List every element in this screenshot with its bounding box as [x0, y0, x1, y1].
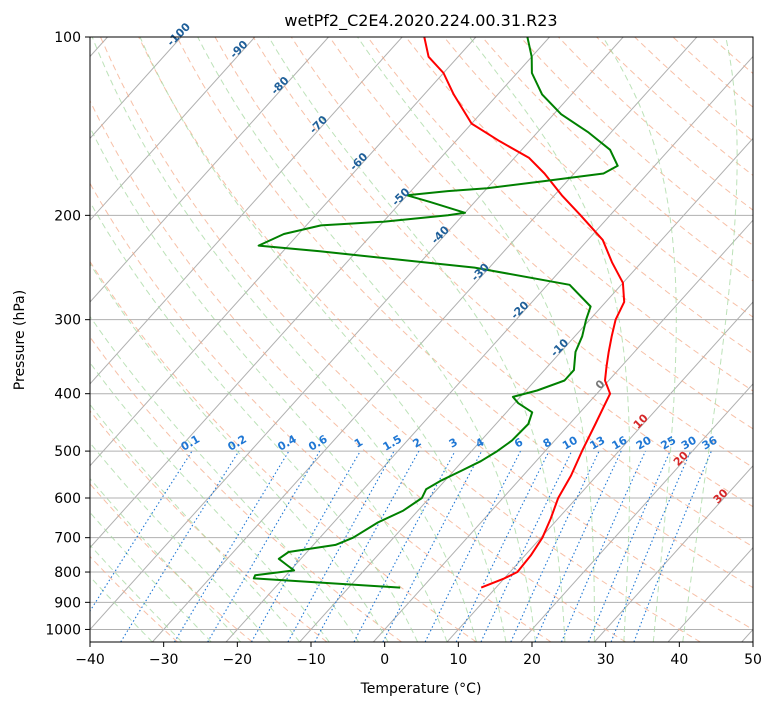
isotherm-gridline: [520, 383, 753, 642]
y-tick-label: 500: [54, 444, 81, 460]
dry-adiabat: [90, 410, 328, 642]
x-tick-label: 30: [597, 652, 615, 668]
mixing-ratio-line: [287, 450, 395, 642]
moist-adiabat: [90, 126, 448, 642]
dry-adiabat: [90, 555, 178, 642]
isotherm-gridline: [90, 37, 477, 467]
y-tick-label: 900: [54, 595, 81, 611]
moist-adiabat: [90, 403, 301, 642]
y-tick-label: 600: [54, 491, 81, 507]
isotherm-gridline: [90, 37, 256, 221]
x-tick-label: −40: [75, 652, 105, 668]
moist-adiabat: [90, 262, 389, 642]
dry-adiabat: [443, 37, 753, 318]
y-tick-label: 200: [54, 208, 81, 224]
isotherm-gridline: [90, 37, 403, 385]
axes: −40 −30 −20 −10 0 10 20 30 40 50 100 200 300 400 500 60…: [45, 30, 762, 668]
moist-adiabat: [268, 37, 566, 642]
moist-adiabat: [197, 37, 536, 642]
mixing-ratio-line: [534, 450, 622, 642]
x-tick-label: 0: [380, 652, 389, 668]
x-tick-label: 10: [449, 652, 467, 668]
dry-adiabat: [90, 260, 477, 642]
dry-adiabat: [100, 37, 701, 642]
y-tick-label: 300: [54, 313, 81, 329]
mixing-ratio-line: [560, 450, 646, 642]
temperature-line: [423, 37, 626, 589]
isotherm-gridline: [372, 219, 753, 642]
x-tick-label: 20: [523, 652, 541, 668]
moist-adiabat: [90, 477, 242, 642]
mixing-ratio-line: [633, 450, 712, 642]
profile-series: [252, 37, 626, 589]
isotherm-gridline: [593, 464, 753, 642]
moist-adiabat: [602, 37, 677, 642]
mixing-ratio-line: [120, 450, 240, 642]
x-tick-label: −10: [296, 652, 326, 668]
isotherm-gridline: [446, 301, 753, 642]
y-tick-label: 1000: [45, 622, 81, 638]
x-tick-label: 40: [670, 652, 688, 668]
moist-adiabat: [91, 37, 477, 642]
dry-adiabat: [138, 37, 753, 630]
chart-title: wetPf2_C2E4.2020.224.00.31.R23: [284, 11, 557, 31]
mixing-ratio-line: [353, 450, 456, 642]
moist-adiabat: [90, 361, 330, 642]
x-tick-label: 50: [744, 652, 762, 668]
dry-adiabat: [90, 483, 253, 642]
dry-adiabat: [90, 336, 402, 642]
y-tick-label: 400: [54, 387, 81, 403]
moist-adiabat: [469, 37, 631, 642]
isotherm-gridline: [299, 137, 753, 642]
x-axis-title: Temperature (°C): [360, 681, 482, 697]
isotherm-gridline: [90, 37, 329, 303]
x-tick-label: −30: [149, 652, 179, 668]
isotherm-gridline: [90, 37, 624, 631]
mixing-ratio-line: [314, 450, 420, 642]
background-lines: [90, 37, 753, 642]
moist-adiabat: [139, 37, 507, 642]
moist-adiabat: [682, 37, 738, 642]
y-tick-label: 700: [54, 531, 81, 547]
isotherm-gridline: [90, 37, 550, 549]
y-tick-label: 100: [54, 30, 81, 46]
x-tick-label: −20: [223, 652, 253, 668]
mixing-ratio-line: [588, 450, 671, 642]
mixing-ratio-line: [90, 450, 193, 613]
dry-adiabat: [405, 37, 753, 355]
y-tick-label: 800: [54, 565, 81, 581]
moist-adiabat: [90, 442, 271, 642]
plot-frame: [89, 36, 754, 643]
y-axis-title: Pressure (hPa): [12, 290, 28, 390]
dry-adiabat: [90, 182, 552, 642]
mixing-ratio-line: [610, 450, 692, 642]
moist-adiabat: [357, 37, 595, 642]
mixing-ratio-line: [424, 450, 521, 642]
isotherm-gridline: [225, 55, 753, 642]
dewpoint-line: [252, 37, 619, 589]
moist-adiabat: [90, 315, 360, 642]
